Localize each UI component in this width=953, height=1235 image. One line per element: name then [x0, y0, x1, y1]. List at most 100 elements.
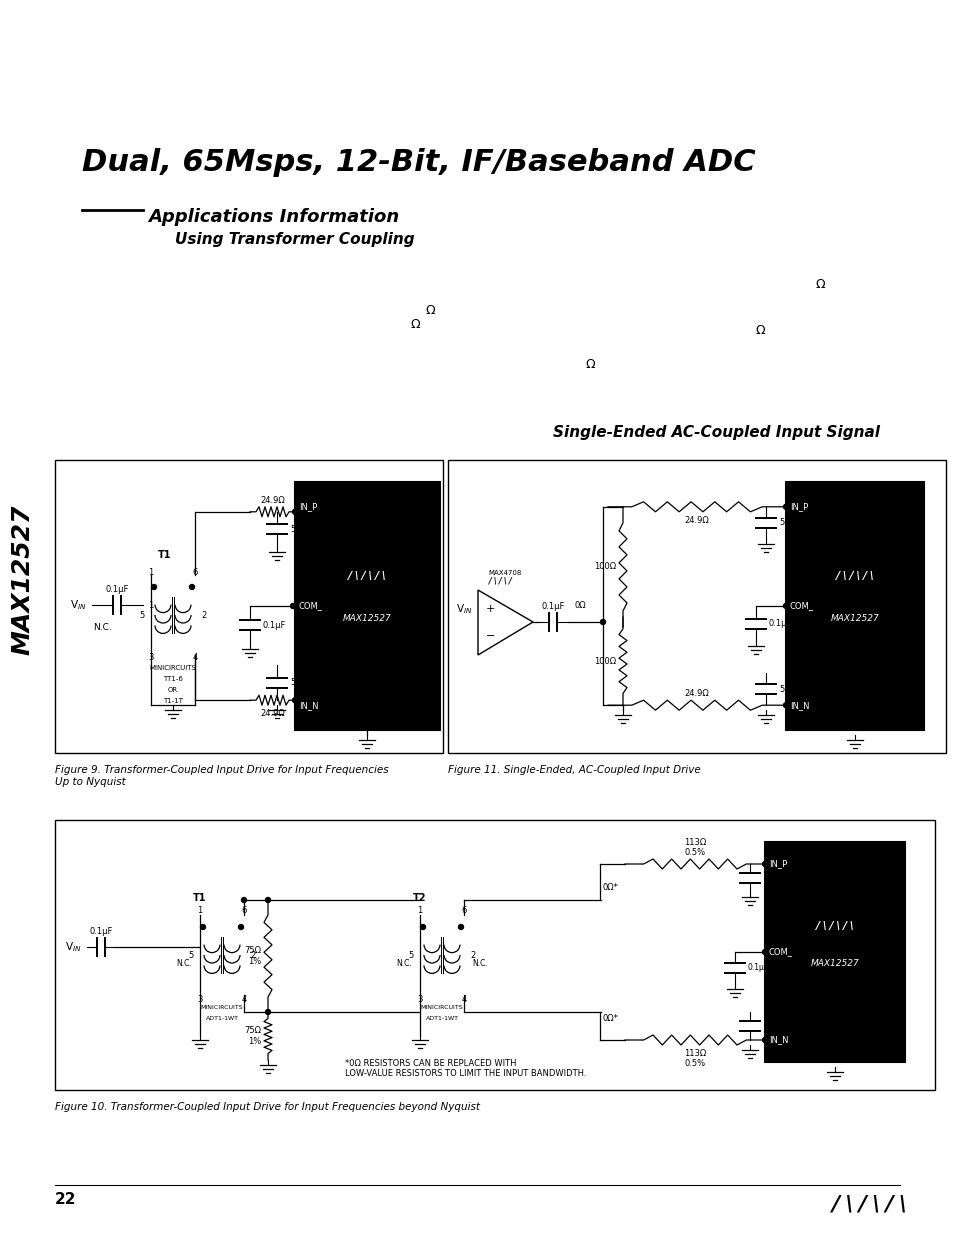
Text: 0.1µF: 0.1µF [90, 927, 112, 936]
Text: MINICIRCUITS: MINICIRCUITS [200, 1005, 243, 1010]
Text: V$_{IN}$: V$_{IN}$ [456, 603, 472, 616]
Text: Ω: Ω [425, 304, 435, 316]
Text: MAX12527: MAX12527 [830, 614, 879, 622]
Text: MINICIRCUITS: MINICIRCUITS [150, 664, 196, 671]
Text: Figure 9. Transformer-Coupled Input Drive for Input Frequencies: Figure 9. Transformer-Coupled Input Driv… [55, 764, 388, 776]
Text: COM_: COM_ [768, 947, 792, 956]
Text: Up to Nyquist: Up to Nyquist [55, 777, 126, 787]
Text: Ω: Ω [814, 279, 824, 291]
Text: 5: 5 [408, 951, 414, 960]
Text: 0Ω*: 0Ω* [602, 1014, 618, 1023]
Text: +: + [485, 604, 495, 615]
Text: /\/\/\: /\/\/\ [814, 920, 854, 931]
Text: IN_P: IN_P [298, 503, 317, 511]
Circle shape [761, 862, 767, 867]
Circle shape [238, 925, 243, 930]
Text: 0.1µF: 0.1µF [747, 963, 768, 972]
Text: Dual, 65Msps, 12-Bit, IF/Baseband ADC: Dual, 65Msps, 12-Bit, IF/Baseband ADC [82, 148, 755, 177]
Text: N.C.: N.C. [176, 958, 192, 967]
Text: /\/\/\: /\/\/\ [347, 572, 387, 582]
Circle shape [152, 584, 156, 589]
Text: /\/\/: /\/\/ [488, 577, 513, 585]
Text: MAX12527: MAX12527 [343, 614, 392, 622]
Text: 22: 22 [55, 1193, 76, 1208]
Text: 5.6pF: 5.6pF [762, 1021, 783, 1030]
Text: 1: 1 [416, 906, 422, 915]
Text: 113Ω
0.5%: 113Ω 0.5% [683, 837, 705, 857]
Text: 4: 4 [461, 995, 466, 1004]
Text: IN_P: IN_P [789, 503, 807, 511]
Text: 5.6pF: 5.6pF [779, 684, 801, 694]
Circle shape [200, 925, 205, 930]
Circle shape [761, 950, 767, 955]
Circle shape [265, 898, 271, 903]
Text: IN_N: IN_N [768, 1035, 788, 1045]
Text: 2: 2 [201, 610, 206, 620]
Text: T1-1T: T1-1T [163, 698, 183, 704]
Text: COM_: COM_ [298, 601, 323, 610]
Text: IN_N: IN_N [789, 700, 809, 710]
Text: 75Ω
1%: 75Ω 1% [244, 946, 261, 966]
Text: Applications Information: Applications Information [148, 207, 399, 226]
Text: 0.1µF: 0.1µF [540, 601, 564, 611]
Text: V$_{IN}$: V$_{IN}$ [70, 598, 87, 611]
Circle shape [458, 925, 463, 930]
Text: OR: OR [168, 687, 178, 693]
Bar [294, 482, 439, 730]
Text: T2: T2 [413, 893, 426, 903]
Text: 3: 3 [148, 653, 153, 662]
Text: MAX4708: MAX4708 [488, 571, 521, 576]
Circle shape [190, 584, 194, 589]
Text: 24.9Ω: 24.9Ω [684, 516, 709, 525]
Text: Ω: Ω [755, 324, 764, 336]
Circle shape [241, 898, 246, 903]
Bar [448, 459, 945, 753]
Circle shape [265, 1009, 271, 1014]
Text: ADT1-1WT: ADT1-1WT [205, 1016, 238, 1021]
Text: 6: 6 [461, 906, 466, 915]
Text: *0Ω RESISTORS CAN BE REPLACED WITH
LOW-VALUE RESISTORS TO LIMIT THE INPUT BANDWI: *0Ω RESISTORS CAN BE REPLACED WITH LOW-V… [345, 1058, 586, 1078]
Text: V$_{IN}$: V$_{IN}$ [65, 940, 82, 953]
Text: 1: 1 [148, 601, 153, 610]
Text: 24.9Ω: 24.9Ω [684, 689, 709, 698]
Text: 0Ω*: 0Ω* [602, 883, 618, 892]
Text: 1: 1 [197, 906, 202, 915]
Bar [764, 842, 904, 1062]
Text: 3: 3 [197, 995, 202, 1004]
Text: MAX12527: MAX12527 [10, 505, 34, 656]
Text: N.C.: N.C. [92, 622, 112, 631]
Circle shape [599, 620, 605, 625]
Text: 0.1µF: 0.1µF [768, 619, 792, 629]
Text: N.C.: N.C. [472, 958, 487, 967]
Text: 0.1µF: 0.1µF [106, 585, 129, 594]
Text: 100Ω: 100Ω [594, 657, 616, 666]
Text: T1: T1 [158, 550, 172, 559]
Text: MINICIRCUITS: MINICIRCUITS [420, 1005, 463, 1010]
Text: 0Ω: 0Ω [575, 601, 586, 610]
Text: 113Ω
0.5%: 113Ω 0.5% [683, 1049, 705, 1068]
Text: Using Transformer Coupling: Using Transformer Coupling [174, 232, 415, 247]
Text: COM_: COM_ [789, 601, 813, 610]
Text: ADT1-1WT: ADT1-1WT [425, 1016, 458, 1021]
Text: T1: T1 [193, 893, 207, 903]
Bar [55, 820, 934, 1091]
Bar [785, 482, 923, 730]
Circle shape [293, 509, 297, 514]
Text: 5: 5 [139, 610, 145, 620]
Text: 1: 1 [149, 568, 153, 577]
Text: MAX12527: MAX12527 [810, 958, 859, 967]
Circle shape [291, 604, 295, 609]
Text: /\/\/\: /\/\/\ [829, 1195, 909, 1215]
Text: 2: 2 [470, 951, 475, 960]
Text: 100Ω: 100Ω [594, 562, 616, 572]
Bar [55, 459, 442, 753]
Text: Figure 11. Single-Ended, AC-Coupled Input Drive: Figure 11. Single-Ended, AC-Coupled Inpu… [448, 764, 700, 776]
Text: 5: 5 [189, 951, 193, 960]
Text: 3: 3 [416, 995, 422, 1004]
Text: 24.9Ω: 24.9Ω [260, 709, 285, 719]
Text: 24.9Ω: 24.9Ω [260, 495, 285, 505]
Text: Single-Ended AC-Coupled Input Signal: Single-Ended AC-Coupled Input Signal [553, 425, 879, 440]
Text: 5.6pF: 5.6pF [779, 519, 801, 527]
Text: TT1-6: TT1-6 [163, 676, 183, 682]
Text: Figure 10. Transformer-Coupled Input Drive for Input Frequencies beyond Nyquist: Figure 10. Transformer-Coupled Input Dri… [55, 1102, 479, 1112]
